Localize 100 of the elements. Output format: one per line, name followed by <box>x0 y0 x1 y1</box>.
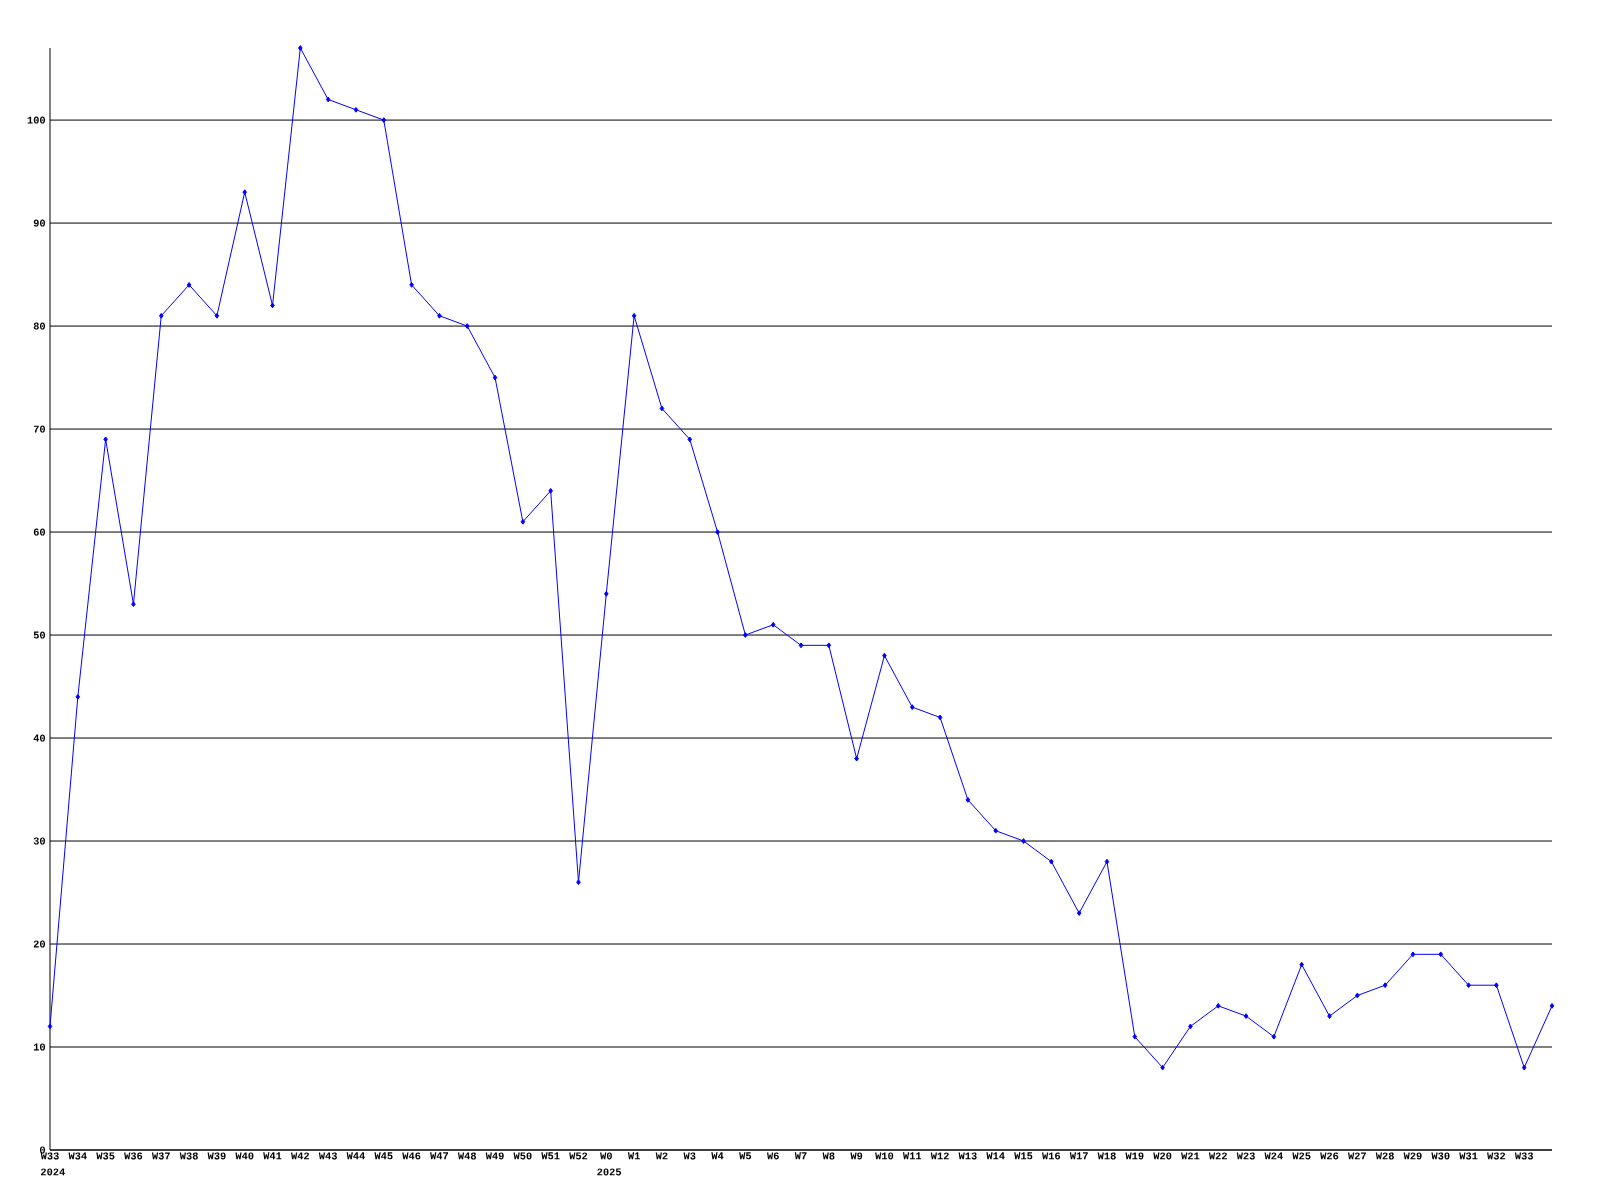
point <box>103 436 108 443</box>
point <box>770 621 776 628</box>
x-tick-label: W6 <box>766 1152 779 1160</box>
x-tick-label: W49 <box>485 1152 504 1160</box>
x-tick-label: W46 <box>402 1152 421 1160</box>
x-tick-label: W21 <box>1181 1152 1200 1160</box>
y-tick-label: 0 <box>39 1146 46 1154</box>
point <box>993 827 999 834</box>
x-tick-label: W9 <box>850 1152 863 1160</box>
y-tick-label: 90 <box>33 219 46 227</box>
x-tick-label: W2 <box>655 1152 668 1160</box>
point <box>75 693 81 700</box>
x-tick-label: W37 <box>151 1152 170 1160</box>
x-tick-label: W11 <box>902 1152 922 1160</box>
x-tick-label: W44 <box>346 1152 365 1160</box>
x-tick-label: W13 <box>958 1152 977 1160</box>
point <box>1188 1023 1193 1030</box>
point <box>1049 858 1054 865</box>
point <box>47 1023 53 1030</box>
point <box>242 189 247 196</box>
x-tick-label: W14 <box>986 1152 1005 1160</box>
x-tick-label: W27 <box>1347 1152 1366 1160</box>
point <box>1132 1033 1138 1040</box>
point <box>1299 961 1304 968</box>
x-tick-label: W38 <box>179 1152 198 1160</box>
y-tick-label: 20 <box>33 940 46 948</box>
point <box>1466 982 1471 989</box>
x-tick-label: W15 <box>1014 1152 1033 1160</box>
point <box>743 632 748 638</box>
point <box>464 323 470 329</box>
point <box>1410 951 1416 958</box>
x-tick-label: W33 <box>1514 1152 1533 1160</box>
y-tick-label: 80 <box>33 322 46 330</box>
x-tick-label: W52 <box>569 1152 588 1160</box>
y-tick-label: 40 <box>33 734 46 742</box>
point <box>604 590 609 597</box>
y-tick-label: 100 <box>27 116 46 124</box>
x-tick-label: W43 <box>318 1152 337 1160</box>
point <box>381 117 387 123</box>
x-tick-label: W51 <box>541 1152 560 1160</box>
x-tick-label: W34 <box>68 1152 87 1160</box>
point <box>1521 1064 1527 1071</box>
point <box>798 642 804 649</box>
point <box>1076 910 1082 917</box>
x-tick-label: W23 <box>1236 1152 1255 1160</box>
point <box>659 405 665 412</box>
x-tick-label: W40 <box>235 1152 254 1160</box>
x-tick-label: W24 <box>1264 1152 1283 1160</box>
point <box>409 281 414 288</box>
point <box>1215 1002 1221 1009</box>
point <box>548 487 553 494</box>
y-tick-label: 30 <box>33 837 46 845</box>
x-tick-label: W10 <box>875 1152 894 1160</box>
point <box>158 312 164 319</box>
x-tick-label: W7 <box>794 1152 807 1160</box>
x-tick-label: W30 <box>1431 1152 1450 1160</box>
point <box>854 755 859 762</box>
point <box>1382 982 1388 989</box>
x-tick-label: W16 <box>1042 1152 1061 1160</box>
x-tick-label: W8 <box>822 1152 835 1160</box>
point <box>1438 951 1444 958</box>
x-tick-label: W36 <box>124 1152 143 1160</box>
point <box>1104 858 1110 865</box>
y-tick-label: 70 <box>33 425 46 433</box>
x-tick-label: W22 <box>1208 1152 1227 1160</box>
x-tick-label: W42 <box>291 1152 310 1160</box>
x-tick-label: W25 <box>1292 1152 1311 1160</box>
point <box>576 879 581 886</box>
x-tick-label: W50 <box>513 1152 532 1160</box>
text: 2024 <box>41 1168 65 1176</box>
x-tick-label: W41 <box>263 1152 282 1160</box>
x-tick-label: W12 <box>930 1152 949 1160</box>
x-tick-label: W28 <box>1375 1152 1394 1160</box>
x-tick-label: W4 <box>711 1152 724 1160</box>
point <box>631 312 637 319</box>
point <box>937 714 943 721</box>
point <box>298 45 303 51</box>
point <box>214 312 220 319</box>
point <box>186 281 192 288</box>
x-tick-label: W29 <box>1403 1152 1422 1160</box>
point <box>1271 1033 1277 1040</box>
x-tick-label: W18 <box>1097 1152 1116 1160</box>
y-tick-label: 50 <box>33 631 46 639</box>
point <box>882 652 887 659</box>
x-tick-label: W35 <box>96 1152 115 1160</box>
point <box>131 601 136 608</box>
point <box>1494 982 1499 989</box>
point <box>437 312 442 319</box>
point <box>270 302 275 309</box>
x-tick-label: W17 <box>1069 1152 1088 1160</box>
x-tick-label: W19 <box>1125 1152 1144 1160</box>
point <box>965 796 971 803</box>
text: 2025 <box>597 1168 622 1176</box>
point <box>909 704 915 711</box>
x-tick-label: W31 <box>1459 1152 1478 1160</box>
x-tick-label: W26 <box>1320 1152 1339 1160</box>
point <box>826 642 832 649</box>
point <box>1243 1013 1249 1019</box>
point <box>687 436 693 443</box>
x-tick-label: W5 <box>739 1152 752 1160</box>
